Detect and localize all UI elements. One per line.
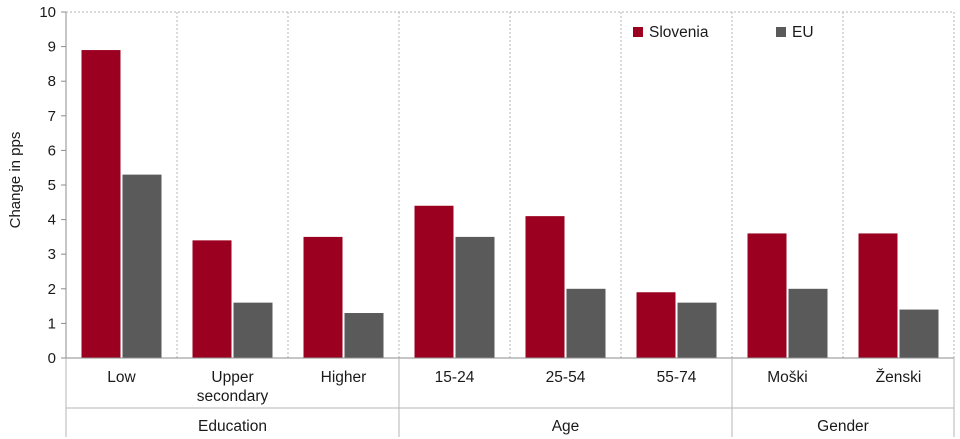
grid-layer <box>66 11 955 358</box>
bar-eu-3 <box>455 236 495 358</box>
bar-slovenia-1 <box>192 240 232 358</box>
x-category-label: Low <box>107 369 136 386</box>
y-tick-label: 3 <box>48 246 56 263</box>
x-category-label: Higher <box>321 369 367 386</box>
bar-slovenia-2 <box>303 236 343 358</box>
legend-swatch-slovenia <box>633 27 643 37</box>
x-group-label: Education <box>198 418 267 435</box>
legend-label-slovenia: Slovenia <box>649 24 709 41</box>
y-tick-label: 6 <box>48 142 56 159</box>
bar-slovenia-3 <box>414 205 454 358</box>
labels-layer: 0 1 2 3 4 5 6 7 8 9 10 Low Upper secondary Higher 15-24… <box>39 4 921 435</box>
y-tick-label: 8 <box>48 73 56 90</box>
y-tick-label: 0 <box>48 350 56 367</box>
x-category-label: Moški <box>767 369 807 386</box>
bar-slovenia-0 <box>81 50 121 359</box>
x-category-label: 15-24 <box>435 369 475 386</box>
y-tick-label: 1 <box>48 315 56 332</box>
y-tick-label: 2 <box>48 281 56 298</box>
x-group-label: Gender <box>817 418 869 435</box>
bar-eu-6 <box>788 288 828 358</box>
legend-label-eu: EU <box>792 24 814 41</box>
bar-slovenia-5 <box>636 292 676 358</box>
x-category-label: 55-74 <box>657 369 697 386</box>
y-tick-label: 10 <box>39 4 56 21</box>
bar-eu-7 <box>899 309 939 358</box>
x-category-label: Ženski <box>876 369 922 386</box>
x-category-label: secondary <box>197 388 269 405</box>
axes-layer <box>61 11 955 437</box>
bar-slovenia-7 <box>858 233 898 358</box>
x-category-label: Upper <box>211 369 253 386</box>
bar-slovenia-6 <box>747 233 787 358</box>
y-tick-label: 5 <box>48 177 56 194</box>
y-tick-label: 4 <box>48 212 56 229</box>
x-group-label: Age <box>552 418 580 435</box>
bar-eu-0 <box>122 174 162 358</box>
x-category-label: 25-54 <box>546 369 586 386</box>
bars-layer <box>81 50 939 359</box>
bar-eu-2 <box>344 313 384 358</box>
legend: Slovenia EU <box>633 24 814 41</box>
bar-eu-5 <box>677 302 717 358</box>
bar-eu-1 <box>233 302 273 358</box>
bar-slovenia-4 <box>525 216 565 358</box>
y-axis-title: Change in pps <box>7 132 24 229</box>
bar-eu-4 <box>566 288 606 358</box>
legend-swatch-eu <box>776 27 786 37</box>
y-tick-label: 7 <box>48 108 56 125</box>
y-tick-label: 9 <box>48 39 56 56</box>
